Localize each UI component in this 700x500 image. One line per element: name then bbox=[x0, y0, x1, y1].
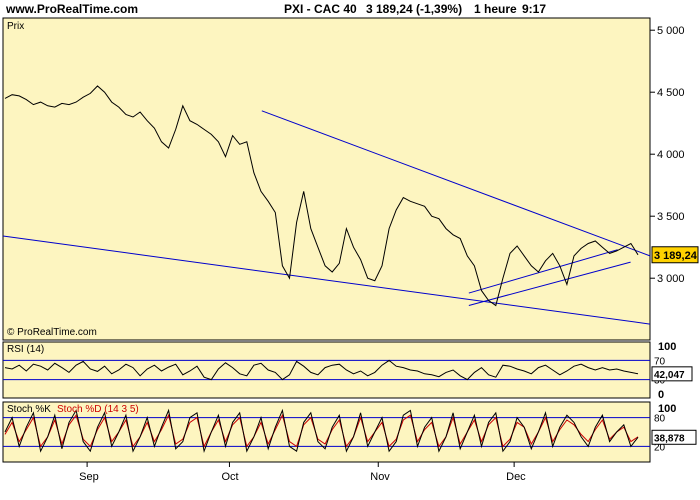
time-stamp: 9:17 bbox=[522, 2, 547, 16]
trendline bbox=[2, 235, 651, 325]
site-name: www.ProRealTime.com bbox=[6, 2, 139, 16]
stoch-last-badge bbox=[651, 429, 697, 445]
trendline bbox=[468, 249, 618, 294]
rsi-last-badge bbox=[651, 366, 693, 382]
timeframe: 1 heure bbox=[474, 2, 517, 16]
trendline bbox=[468, 261, 631, 306]
chart-header: www.ProRealTime.com PXI - CAC 40 3 189,2… bbox=[0, 0, 700, 18]
rsi-level-label: 70 bbox=[654, 356, 666, 367]
price-series-line bbox=[4, 85, 639, 307]
x-axis-tick-label: Nov bbox=[370, 471, 390, 483]
rsi-panel-label: RSI (14) bbox=[7, 344, 44, 355]
price-y-tick-label: 3 000 bbox=[657, 273, 685, 285]
price-panel bbox=[2, 17, 651, 341]
rsi-y-tick-label: 0 bbox=[658, 389, 664, 401]
stoch-level-label: 80 bbox=[654, 414, 666, 425]
stoch-d-label: Stoch %D (14 3 5) bbox=[57, 404, 139, 415]
stoch-k-label: Stoch %K bbox=[7, 404, 51, 415]
x-axis-tick-label: Oct bbox=[221, 471, 238, 483]
stoch-y-tick-label: 100 bbox=[658, 403, 676, 415]
x-axis-tick-label: Sep bbox=[79, 471, 99, 483]
instrument-name: PXI - CAC 40 bbox=[284, 2, 357, 16]
trendline bbox=[261, 110, 651, 257]
last-price-badge bbox=[651, 246, 699, 264]
x-axis-tick-label: Dec bbox=[506, 471, 526, 483]
rsi-series-line bbox=[4, 359, 639, 381]
rsi-panel bbox=[2, 341, 651, 399]
stoch-level-label: 20 bbox=[654, 442, 666, 453]
price-y-tick-label: 4 500 bbox=[657, 87, 685, 99]
quote-value: 3 189,24 (-1,39%) bbox=[366, 2, 463, 16]
price-panel-label: Prix bbox=[7, 21, 24, 32]
price-y-tick-label: 4 000 bbox=[657, 149, 685, 161]
last-price-label: 3 189,24 bbox=[654, 250, 698, 262]
rsi-y-tick-label: 100 bbox=[658, 341, 676, 353]
watermark: © ProRealTime.com bbox=[7, 327, 97, 338]
price-y-tick-label: 3 500 bbox=[657, 211, 685, 223]
stoch-last-label: 38,878 bbox=[654, 433, 685, 444]
rsi-last-label: 42,047 bbox=[654, 370, 685, 381]
price-y-tick-label: 5 000 bbox=[657, 25, 685, 37]
stoch-d-line bbox=[4, 413, 639, 448]
stoch-k-line bbox=[4, 408, 639, 454]
stoch-panel bbox=[2, 401, 651, 463]
